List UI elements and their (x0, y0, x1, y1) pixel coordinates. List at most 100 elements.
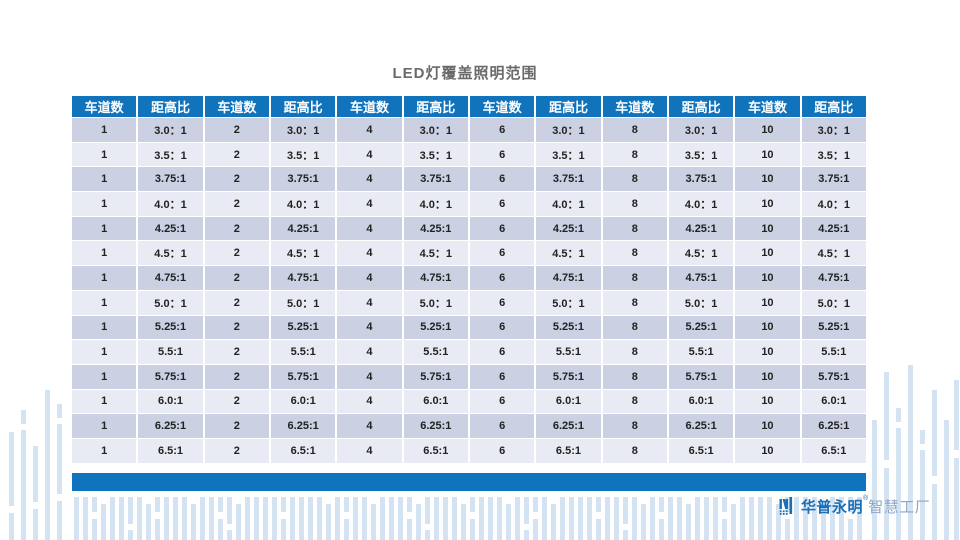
decor-bar (443, 497, 448, 540)
ratio-cell: 5.5:1 (536, 340, 601, 364)
table-row: 1 4.25:1 2 4.25:1 4 4.25:1 6 4.25:1 8 4.25:1 10 4.2… (72, 216, 866, 241)
decor-bar (659, 519, 664, 540)
ratio-cell: 4.0：1 (138, 192, 203, 216)
lane-cell: 1 (72, 414, 137, 438)
ratio-cell: 4.25:1 (403, 216, 468, 241)
decor-bar (21, 430, 26, 540)
decor-bar (146, 504, 151, 540)
lane-cell: 1 (72, 192, 137, 216)
decor-bar (632, 497, 637, 540)
decor-bar (245, 497, 250, 540)
decor-bar (119, 497, 124, 540)
ratio-cell: 3.75:1 (270, 167, 336, 192)
table-row: 1 6.0:1 2 6.0:1 4 6.0:1 6 6.0:1 8 6.0:1 10 6.0:1 (72, 389, 866, 414)
table-row: 1 5.5:1 2 5.5:1 4 5.5:1 6 5.5:1 8 5.5:1 10 5.5:1 (72, 340, 866, 364)
ratio-cell: 5.5:1 (270, 340, 336, 364)
lane-cell: 10 (735, 389, 800, 414)
lane-cell: 6 (469, 118, 535, 142)
table-row: 1 5.25:1 2 5.25:1 4 5.25:1 6 5.25:1 8 5.25:1 10 5.2… (72, 315, 866, 340)
col-header-lane: 车道数 (72, 95, 137, 117)
lane-cell: 2 (204, 340, 269, 364)
decor-bar (758, 497, 763, 540)
table-row: 1 6.5:1 2 6.5:1 4 6.5:1 6 6.5:1 8 6.5:1 10 6.5:1 (72, 438, 866, 463)
lane-cell: 8 (602, 241, 667, 266)
lane-cell: 1 (72, 241, 137, 266)
decor-bar (839, 497, 844, 540)
lane-cell: 2 (204, 389, 269, 414)
page-title: LED灯覆盖照明范围 (392, 65, 538, 82)
lane-cell: 8 (602, 142, 667, 167)
decor-bar (578, 497, 583, 540)
lane-cell: 10 (735, 266, 800, 290)
ratio-cell: 5.75:1 (270, 364, 336, 389)
decor-bar (110, 497, 115, 540)
ratio-cell: 6.0:1 (270, 389, 336, 414)
brand-logo: 华普永明®智慧工厂 (779, 495, 930, 516)
lane-cell: 2 (204, 118, 269, 142)
lane-cell: 4 (337, 266, 402, 290)
ratio-cell: 5.5:1 (801, 340, 866, 364)
decor-bar (614, 497, 619, 540)
decor-bar (524, 497, 529, 524)
decor-bar (470, 497, 475, 512)
lane-cell: 10 (735, 118, 800, 142)
col-header-lane: 车道数 (204, 95, 269, 117)
decor-bar (704, 497, 709, 540)
lane-cell: 4 (337, 118, 402, 142)
ratio-cell: 5.25:1 (403, 315, 468, 340)
lane-cell: 4 (337, 364, 402, 389)
ratio-cell: 4.5：1 (270, 241, 336, 266)
decor-bar (920, 450, 925, 540)
decor-bar (659, 497, 664, 512)
decor-bar (218, 497, 223, 512)
lane-cell: 10 (735, 290, 800, 315)
decor-bar (308, 497, 313, 540)
decor-bar (587, 497, 592, 540)
decor-bar (452, 497, 457, 540)
ratio-cell: 6.25:1 (270, 414, 336, 438)
decor-bar (209, 497, 214, 540)
ratio-cell: 4.0：1 (801, 192, 866, 216)
decor-bar (812, 497, 817, 540)
lane-cell: 2 (204, 167, 269, 192)
decor-bar (542, 497, 547, 540)
lane-cell: 6 (469, 216, 535, 241)
lane-cell: 2 (204, 241, 269, 266)
table-row: 1 4.75:1 2 4.75:1 4 4.75:1 6 4.75:1 8 4.75:1 10 4.7… (72, 266, 866, 290)
ratio-cell: 6.5:1 (801, 438, 866, 463)
ratio-cell: 3.0：1 (801, 118, 866, 142)
lane-cell: 1 (72, 167, 137, 192)
lane-cell: 6 (469, 364, 535, 389)
lane-cell: 4 (337, 241, 402, 266)
decor-bar (128, 530, 133, 540)
ratio-cell: 5.5:1 (138, 340, 203, 364)
ratio-cell: 5.0：1 (403, 290, 468, 315)
decor-bar (9, 513, 14, 540)
lane-cell: 6 (469, 192, 535, 216)
decor-bar (740, 497, 745, 540)
decor-bar (533, 497, 538, 512)
ratio-cell: 3.0：1 (668, 118, 734, 142)
lane-cell: 8 (602, 192, 667, 216)
lane-cell: 8 (602, 414, 667, 438)
decor-bar (407, 519, 412, 540)
lane-cell: 2 (204, 216, 269, 241)
ratio-cell: 5.75:1 (668, 364, 734, 389)
lane-cell: 1 (72, 216, 137, 241)
ratio-cell: 5.0：1 (801, 290, 866, 315)
decor-bar (872, 420, 877, 540)
col-header-ratio: 距高比 (270, 95, 336, 117)
lane-cell: 4 (337, 438, 402, 463)
coverage-table-body: 1 3.0：1 2 3.0：1 4 3.0：1 6 3.0：1 8 3.0：1 10 3.0：1 1 3.… (72, 118, 866, 463)
decor-bar (920, 430, 925, 444)
ratio-cell: 3.75:1 (138, 167, 203, 192)
col-header-lane: 车道数 (337, 95, 402, 117)
ratio-cell: 6.5:1 (536, 438, 601, 463)
decor-bar (353, 497, 358, 540)
ratio-cell: 4.5：1 (668, 241, 734, 266)
lane-cell: 10 (735, 167, 800, 192)
decor-bar (317, 497, 322, 540)
decor-bar (668, 497, 673, 540)
decor-bar (776, 504, 781, 540)
